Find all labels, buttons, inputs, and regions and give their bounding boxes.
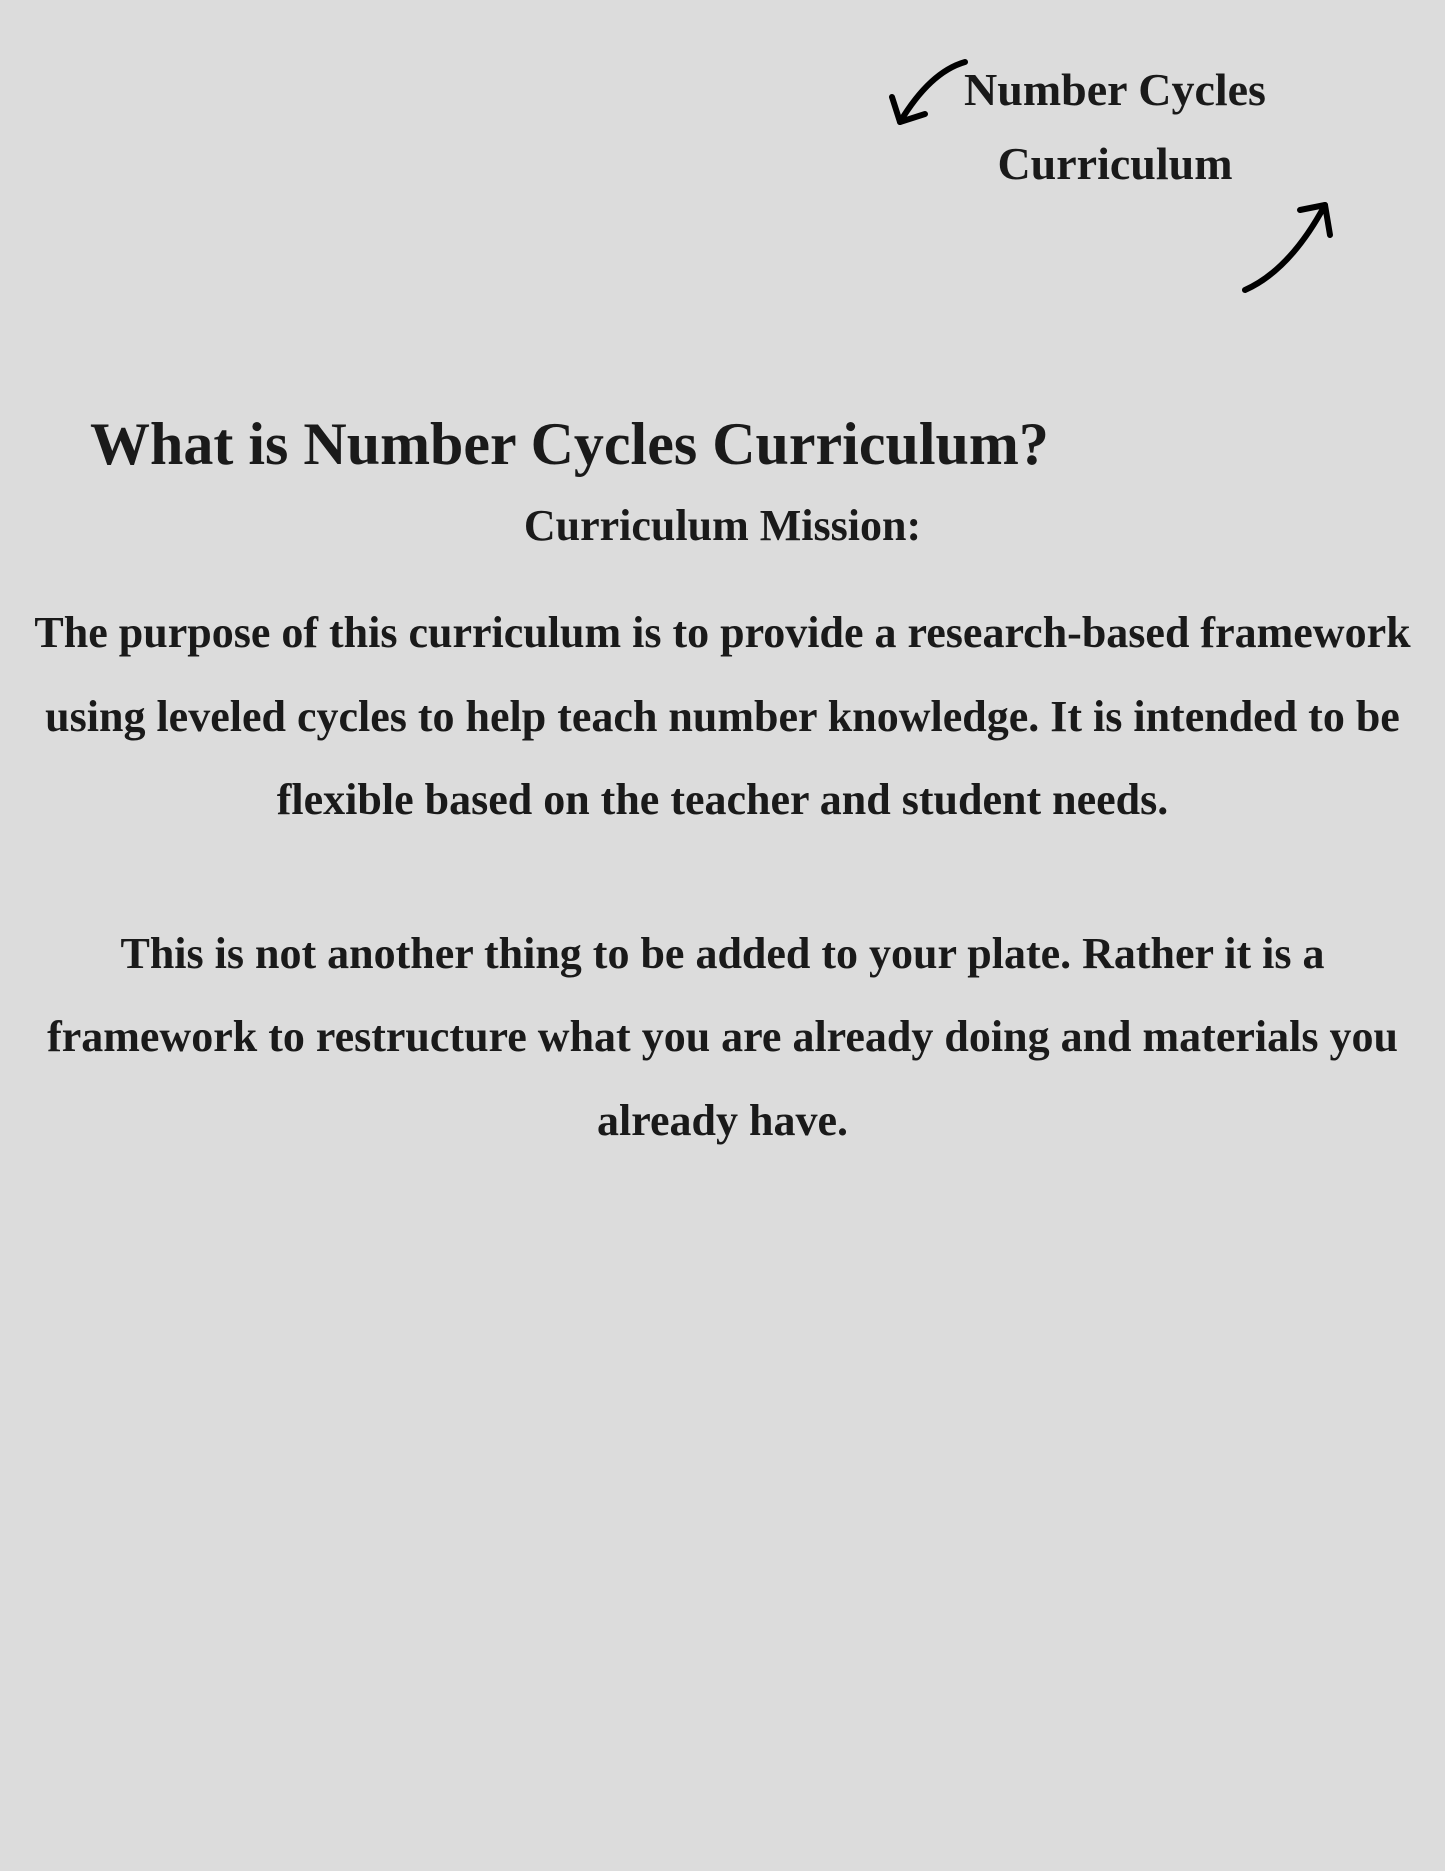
paragraph-1: The purpose of this curriculum is to pro… xyxy=(30,591,1415,842)
body-block: Curriculum Mission: The purpose of this … xyxy=(0,500,1445,1163)
paragraph-2: This is not another thing to be added to… xyxy=(30,912,1415,1163)
curved-arrow-up-right-icon xyxy=(1230,180,1350,300)
main-heading: What is Number Cycles Curriculum? xyxy=(90,410,1049,479)
mission-label: Curriculum Mission: xyxy=(30,500,1415,551)
header-title-line1: Number Cycles xyxy=(825,60,1345,120)
header-title-block: Number Cycles Curriculum xyxy=(825,60,1345,194)
